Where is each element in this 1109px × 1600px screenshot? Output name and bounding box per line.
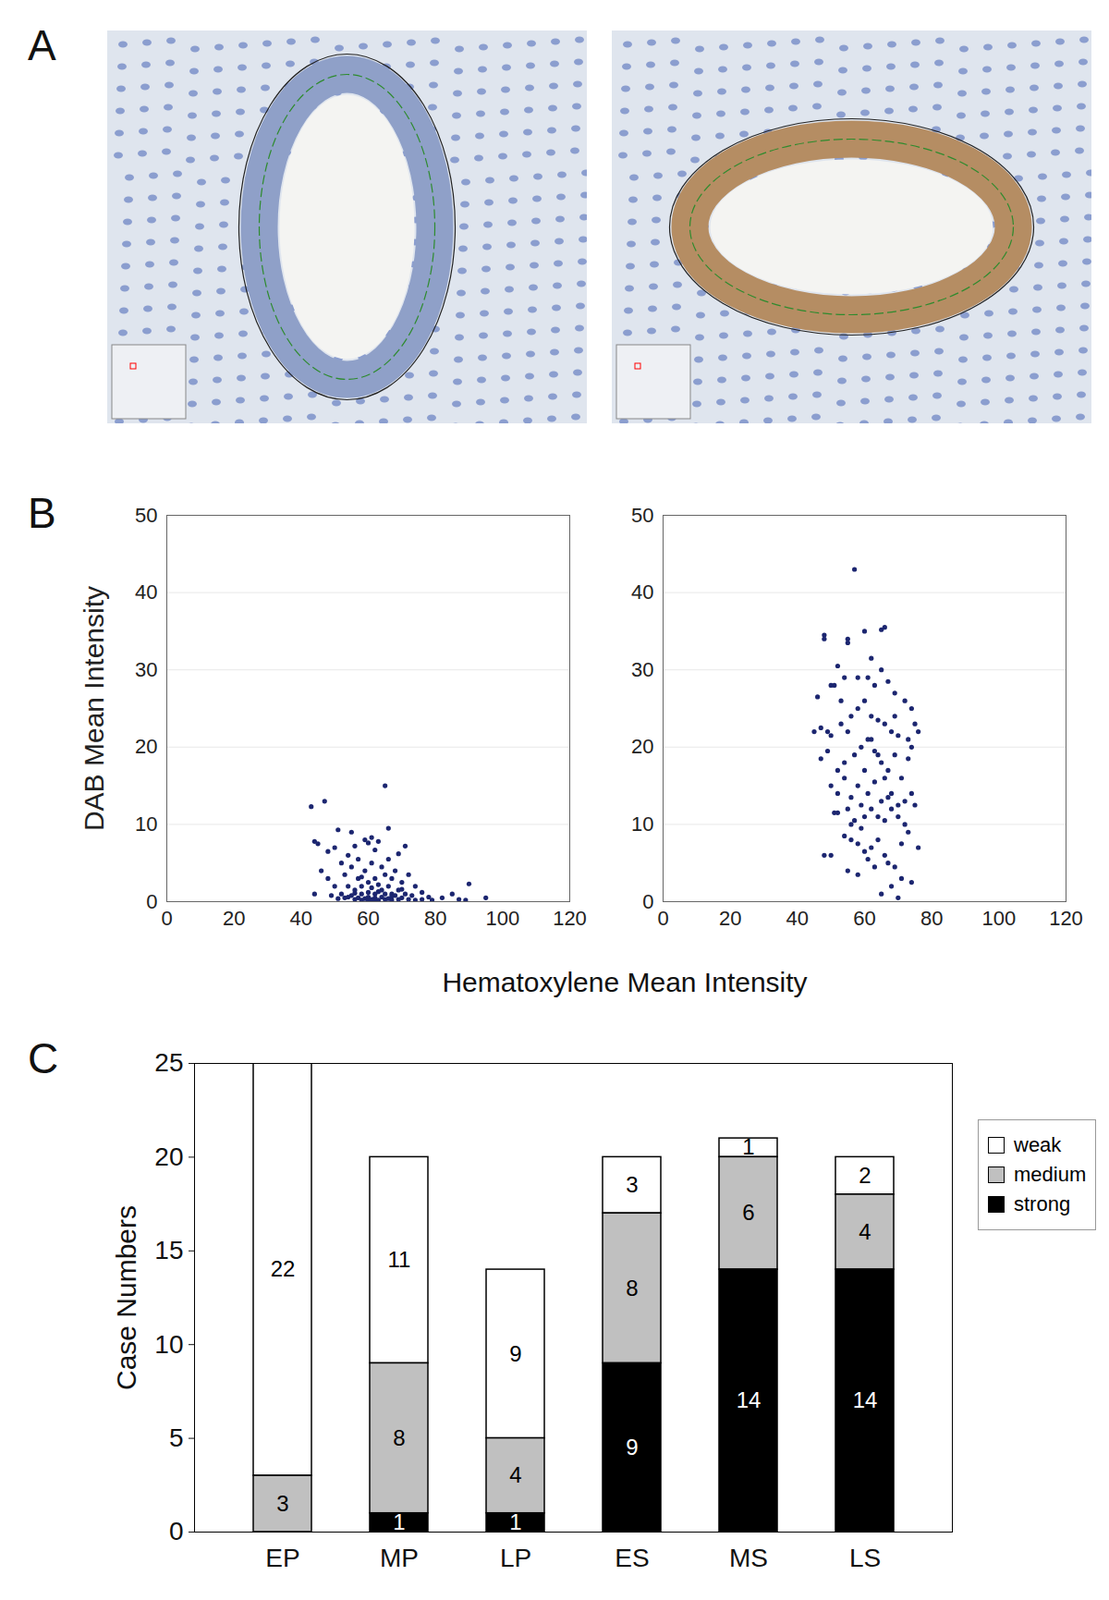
svg-text:80: 80 xyxy=(424,906,447,930)
svg-text:0: 0 xyxy=(160,906,172,930)
svg-text:40: 40 xyxy=(290,906,313,930)
svg-text:20: 20 xyxy=(719,906,742,930)
svg-text:10: 10 xyxy=(134,812,158,836)
html-text:strong: strong xyxy=(1013,1192,1071,1216)
svg-text:8: 8 xyxy=(392,1425,405,1451)
svg-text:10: 10 xyxy=(631,812,654,836)
svg-text:4: 4 xyxy=(509,1462,522,1487)
svg-text:5: 5 xyxy=(169,1423,184,1452)
svg-text:DAB Mean Intensity: DAB Mean Intensity xyxy=(78,585,110,831)
svg-text:9: 9 xyxy=(625,1434,638,1460)
svg-text:22: 22 xyxy=(270,1255,296,1281)
svg-text:11: 11 xyxy=(388,1246,412,1272)
svg-text:20: 20 xyxy=(631,734,654,758)
svg-text:3: 3 xyxy=(276,1490,289,1516)
svg-text:MP: MP xyxy=(379,1543,419,1573)
svg-text:6: 6 xyxy=(742,1199,755,1225)
svg-text:0: 0 xyxy=(642,889,654,914)
svg-text:40: 40 xyxy=(631,580,654,604)
svg-text:EP: EP xyxy=(265,1543,300,1573)
svg-text:60: 60 xyxy=(853,906,876,930)
html-text:weak: weak xyxy=(1013,1133,1062,1157)
svg-text:30: 30 xyxy=(134,658,158,682)
svg-text:0: 0 xyxy=(657,906,669,930)
svg-text:0: 0 xyxy=(146,889,158,914)
svg-text:10: 10 xyxy=(154,1329,183,1359)
svg-text:2: 2 xyxy=(858,1162,871,1188)
svg-text:50: 50 xyxy=(134,503,158,527)
svg-text:8: 8 xyxy=(625,1275,638,1301)
svg-text:120: 120 xyxy=(552,906,587,930)
svg-text:Case Numbers: Case Numbers xyxy=(110,1205,142,1390)
svg-text:LP: LP xyxy=(499,1543,532,1573)
svg-text:40: 40 xyxy=(786,906,809,930)
svg-text:30: 30 xyxy=(631,658,654,682)
svg-text:14: 14 xyxy=(853,1387,878,1413)
svg-text:1: 1 xyxy=(742,1133,755,1159)
svg-text:50: 50 xyxy=(631,503,654,527)
svg-text:100: 100 xyxy=(981,906,1016,930)
svg-text:1: 1 xyxy=(392,1509,405,1535)
svg-text:9: 9 xyxy=(509,1340,522,1366)
svg-text:25: 25 xyxy=(154,1048,183,1077)
html-text:A: A xyxy=(27,21,57,70)
svg-text:0: 0 xyxy=(169,1516,184,1546)
svg-text:LS: LS xyxy=(849,1543,881,1573)
svg-text:MS: MS xyxy=(729,1543,768,1573)
svg-text:3: 3 xyxy=(625,1171,638,1197)
svg-text:80: 80 xyxy=(920,906,943,930)
svg-text:1: 1 xyxy=(509,1509,522,1535)
svg-text:20: 20 xyxy=(154,1142,183,1171)
svg-text:120: 120 xyxy=(1048,906,1084,930)
svg-text:100: 100 xyxy=(485,906,520,930)
html-text:C: C xyxy=(27,1034,59,1083)
svg-text:40: 40 xyxy=(134,580,158,604)
svg-text:20: 20 xyxy=(134,734,158,758)
svg-text:4: 4 xyxy=(858,1218,871,1244)
html-text:Hematoxylene Mean Intensity: Hematoxylene Mean Intensity xyxy=(442,966,808,998)
svg-text:20: 20 xyxy=(222,906,245,930)
html-text:medium: medium xyxy=(1013,1162,1087,1186)
svg-text:14: 14 xyxy=(736,1387,762,1413)
svg-text:ES: ES xyxy=(614,1543,649,1573)
html-text:B: B xyxy=(27,488,57,537)
svg-text:60: 60 xyxy=(356,906,379,930)
svg-text:15: 15 xyxy=(154,1235,183,1265)
